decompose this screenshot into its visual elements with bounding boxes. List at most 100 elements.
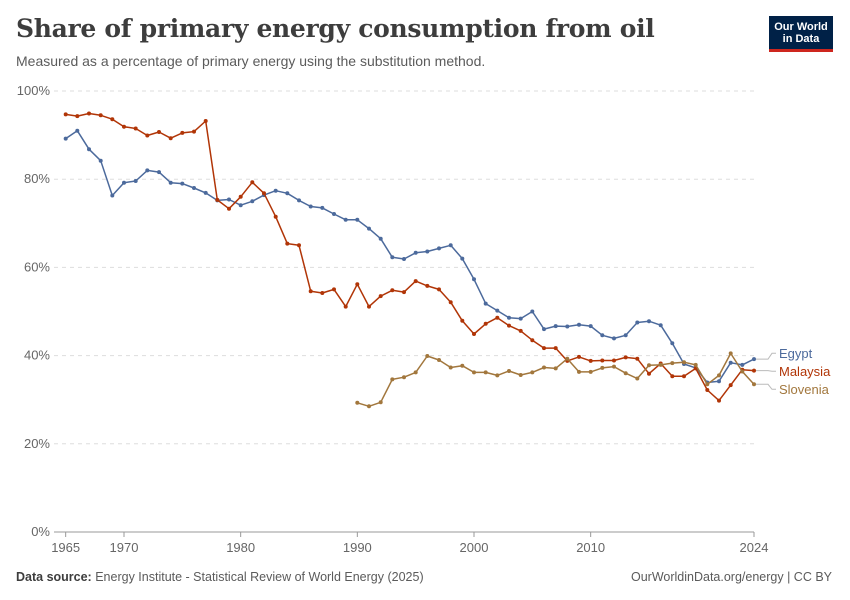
data-point-malaysia[interactable] — [448, 300, 453, 305]
data-point-slovenia[interactable] — [460, 363, 465, 368]
data-point-slovenia[interactable] — [402, 375, 406, 380]
data-point-egypt[interactable] — [203, 190, 208, 195]
data-point-egypt[interactable] — [600, 333, 605, 338]
data-point-egypt[interactable] — [250, 199, 255, 204]
data-point-malaysia[interactable] — [238, 194, 243, 199]
data-point-slovenia[interactable] — [472, 370, 476, 375]
data-point-egypt[interactable] — [122, 180, 126, 185]
data-point-egypt[interactable] — [320, 205, 325, 210]
data-point-slovenia[interactable] — [705, 382, 710, 387]
data-point-malaysia[interactable] — [612, 358, 616, 363]
data-point-slovenia[interactable] — [355, 400, 360, 405]
data-point-malaysia[interactable] — [507, 323, 511, 328]
data-point-malaysia[interactable] — [588, 358, 593, 363]
data-point-malaysia[interactable] — [110, 117, 115, 122]
data-point-malaysia[interactable] — [413, 279, 418, 284]
data-point-egypt[interactable] — [518, 316, 523, 321]
data-point-slovenia[interactable] — [740, 369, 745, 374]
data-point-slovenia[interactable] — [647, 363, 651, 368]
data-point-malaysia[interactable] — [378, 294, 383, 299]
data-point-egypt[interactable] — [308, 204, 313, 209]
data-point-malaysia[interactable] — [297, 243, 301, 248]
data-point-malaysia[interactable] — [495, 315, 500, 320]
data-point-malaysia[interactable] — [483, 321, 488, 326]
data-point-malaysia[interactable] — [145, 133, 150, 138]
owid-logo[interactable]: Our World in Data — [769, 16, 833, 52]
data-point-slovenia[interactable] — [553, 366, 558, 371]
data-point-malaysia[interactable] — [402, 290, 406, 295]
data-point-malaysia[interactable] — [192, 129, 196, 134]
data-point-egypt[interactable] — [332, 212, 336, 216]
data-point-malaysia[interactable] — [285, 241, 290, 246]
data-point-egypt[interactable] — [63, 136, 68, 141]
data-source-text[interactable]: Energy Institute - Statistical Review of… — [95, 570, 424, 584]
data-point-malaysia[interactable] — [63, 112, 68, 117]
data-point-malaysia[interactable] — [332, 287, 336, 292]
data-point-malaysia[interactable] — [705, 388, 710, 392]
data-point-egypt[interactable] — [297, 198, 301, 203]
data-point-egypt[interactable] — [542, 327, 546, 332]
data-point-slovenia[interactable] — [693, 362, 698, 367]
data-point-malaysia[interactable] — [460, 318, 465, 323]
data-point-malaysia[interactable] — [227, 206, 231, 211]
data-point-malaysia[interactable] — [320, 291, 325, 295]
data-point-egypt[interactable] — [87, 147, 91, 152]
data-point-slovenia[interactable] — [367, 404, 371, 409]
data-point-egypt[interactable] — [367, 226, 371, 231]
data-point-egypt[interactable] — [565, 324, 570, 329]
series-line-slovenia[interactable] — [357, 352, 755, 408]
data-point-egypt[interactable] — [553, 324, 558, 329]
data-point-malaysia[interactable] — [203, 119, 208, 123]
data-point-egypt[interactable] — [75, 128, 80, 133]
data-point-slovenia[interactable] — [658, 362, 663, 367]
data-point-egypt[interactable] — [437, 246, 441, 251]
data-point-malaysia[interactable] — [752, 368, 756, 373]
data-point-slovenia[interactable] — [542, 365, 546, 370]
data-point-egypt[interactable] — [157, 170, 161, 175]
data-point-malaysia[interactable] — [647, 371, 651, 376]
data-point-egypt[interactable] — [273, 188, 278, 193]
data-point-malaysia[interactable] — [390, 288, 395, 293]
data-point-egypt[interactable] — [472, 277, 476, 282]
series-label-slovenia[interactable]: Slovenia — [779, 382, 830, 397]
data-point-slovenia[interactable] — [413, 370, 418, 375]
data-point-slovenia[interactable] — [390, 377, 395, 382]
data-point-egypt[interactable] — [378, 236, 383, 241]
series-line-malaysia[interactable] — [65, 112, 755, 402]
data-point-egypt[interactable] — [145, 168, 150, 173]
series-line-egypt[interactable] — [65, 129, 755, 384]
data-point-egypt[interactable] — [530, 309, 535, 314]
data-point-egypt[interactable] — [448, 243, 453, 248]
data-point-egypt[interactable] — [460, 256, 465, 261]
data-point-slovenia[interactable] — [717, 373, 721, 378]
data-point-malaysia[interactable] — [367, 304, 371, 309]
data-point-slovenia[interactable] — [530, 370, 535, 375]
data-point-malaysia[interactable] — [553, 346, 558, 351]
data-point-malaysia[interactable] — [262, 191, 266, 196]
data-point-malaysia[interactable] — [133, 126, 138, 131]
data-point-slovenia[interactable] — [448, 365, 453, 370]
data-point-slovenia[interactable] — [437, 358, 441, 362]
data-point-malaysia[interactable] — [635, 356, 640, 361]
data-point-slovenia[interactable] — [588, 369, 593, 374]
data-point-slovenia[interactable] — [752, 382, 756, 387]
data-point-malaysia[interactable] — [437, 287, 441, 292]
data-point-egypt[interactable] — [577, 322, 581, 327]
data-point-egypt[interactable] — [227, 197, 231, 202]
data-point-egypt[interactable] — [740, 362, 745, 367]
data-point-malaysia[interactable] — [472, 332, 476, 336]
data-point-egypt[interactable] — [717, 379, 721, 384]
data-point-slovenia[interactable] — [612, 364, 616, 369]
data-point-malaysia[interactable] — [250, 180, 255, 185]
data-point-egypt[interactable] — [98, 158, 103, 163]
data-point-malaysia[interactable] — [542, 346, 546, 351]
data-point-egypt[interactable] — [588, 324, 593, 329]
data-point-egypt[interactable] — [110, 193, 115, 198]
data-point-egypt[interactable] — [658, 323, 663, 328]
data-point-egypt[interactable] — [728, 360, 733, 365]
data-point-malaysia[interactable] — [623, 355, 628, 360]
data-point-malaysia[interactable] — [75, 114, 80, 119]
data-point-malaysia[interactable] — [355, 282, 360, 287]
data-point-egypt[interactable] — [343, 217, 348, 222]
data-point-slovenia[interactable] — [600, 365, 605, 370]
